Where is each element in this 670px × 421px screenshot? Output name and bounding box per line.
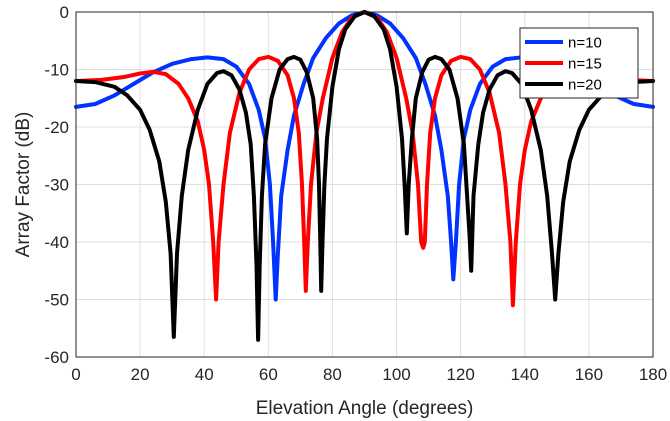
x-tick-label: 100 xyxy=(382,365,410,384)
x-tick-label: 0 xyxy=(71,365,80,384)
y-tick-label: 0 xyxy=(60,3,69,22)
x-tick-label: 160 xyxy=(575,365,603,384)
y-tick-label: -30 xyxy=(44,176,69,195)
legend-label-n10: n=10 xyxy=(568,35,602,52)
x-tick-label: 60 xyxy=(259,365,278,384)
x-tick-label: 140 xyxy=(511,365,539,384)
x-tick-label: 80 xyxy=(323,365,342,384)
x-tick-label: 40 xyxy=(195,365,214,384)
y-axis-label: Array Factor (dB) xyxy=(13,112,34,258)
legend-label-n15: n=15 xyxy=(568,56,602,73)
x-tick-label: 120 xyxy=(446,365,474,384)
y-tick-label: -20 xyxy=(44,118,69,137)
y-tick-label: -60 xyxy=(44,348,69,367)
y-tick-label: -50 xyxy=(44,291,69,310)
legend-label-n20: n=20 xyxy=(568,77,602,94)
x-axis-label: Elevation Angle (degrees) xyxy=(256,398,474,419)
series-line-n20 xyxy=(74,10,655,342)
y-tick-label: -40 xyxy=(44,233,69,252)
plot-frame xyxy=(75,11,654,358)
legend: n=10 n=15 n=20 xyxy=(519,27,639,99)
x-tick-label: 20 xyxy=(131,365,150,384)
x-tick-label: 180 xyxy=(639,365,667,384)
x-tick-labels: 0 20 40 60 80 100 120 140 160 180 xyxy=(71,365,667,384)
y-tick-labels: 0 -10 -20 -30 -40 -50 -60 xyxy=(44,3,69,367)
y-tick-label: -10 xyxy=(44,61,69,80)
